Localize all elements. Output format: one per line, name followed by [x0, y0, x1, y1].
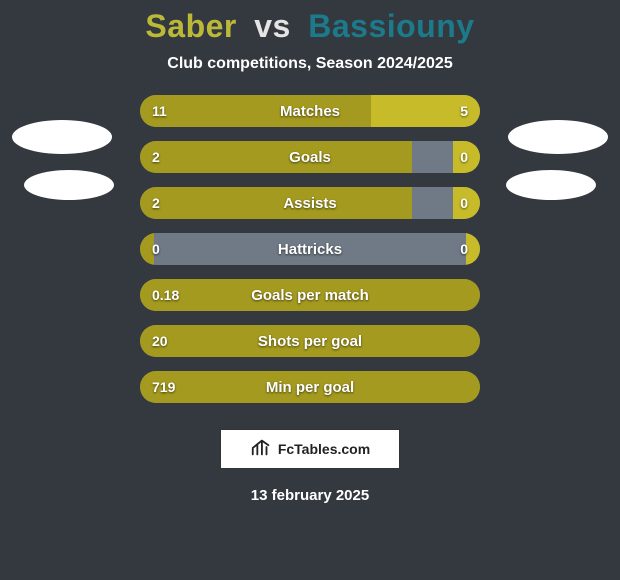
stat-label: Goals per match	[140, 279, 480, 311]
stat-row: 0 Hattricks 0	[140, 233, 480, 265]
stat-value-right: 0	[460, 233, 468, 265]
stat-value-right: 5	[460, 95, 468, 127]
stat-label: Hattricks	[140, 233, 480, 265]
title: Saber vs Bassiouny	[0, 8, 620, 45]
title-player1: Saber	[145, 8, 236, 44]
stat-label: Min per goal	[140, 371, 480, 403]
stat-row: 0.18 Goals per match	[140, 279, 480, 311]
source-badge-text: FcTables.com	[278, 441, 370, 457]
source-badge[interactable]: FcTables.com	[220, 429, 400, 469]
stat-label: Assists	[140, 187, 480, 219]
stat-row: 2 Goals 0	[140, 141, 480, 173]
stat-value-right: 0	[460, 141, 468, 173]
player2-avatar-top	[508, 120, 608, 154]
player1-avatar-top	[12, 120, 112, 154]
subtitle: Club competitions, Season 2024/2025	[0, 55, 620, 73]
comparison-card: Saber vs Bassiouny Club competitions, Se…	[0, 0, 620, 580]
player2-avatar-bottom	[506, 170, 596, 200]
stat-label: Shots per goal	[140, 325, 480, 357]
title-player2: Bassiouny	[308, 8, 474, 44]
date-label: 13 february 2025	[0, 487, 620, 504]
stat-row: 11 Matches 5	[140, 95, 480, 127]
stat-row: 20 Shots per goal	[140, 325, 480, 357]
chart-icon	[250, 436, 272, 463]
stat-label: Matches	[140, 95, 480, 127]
player1-avatar-bottom	[24, 170, 114, 200]
stat-row: 2 Assists 0	[140, 187, 480, 219]
stat-row: 719 Min per goal	[140, 371, 480, 403]
stat-label: Goals	[140, 141, 480, 173]
title-vs: vs	[254, 8, 291, 44]
stat-value-right: 0	[460, 187, 468, 219]
